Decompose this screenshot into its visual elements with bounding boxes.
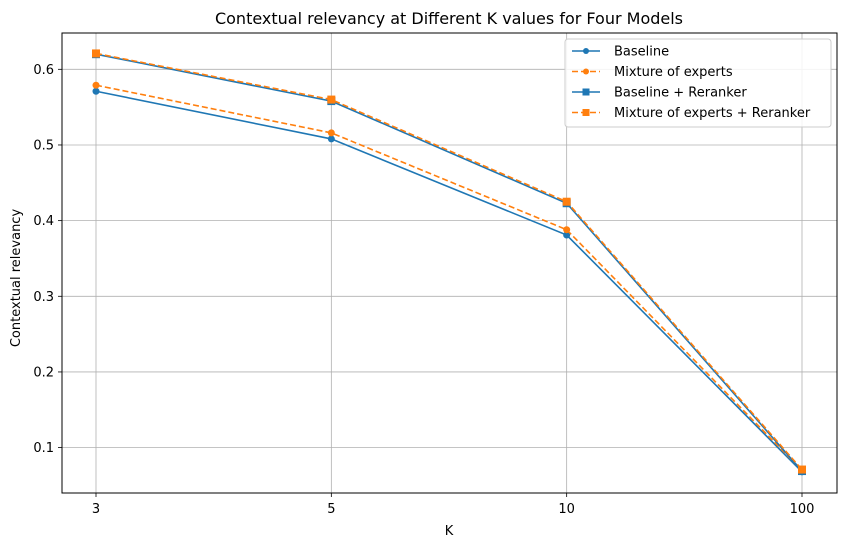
series-4 (92, 49, 806, 474)
legend-item: Baseline (572, 45, 669, 60)
data-point (563, 226, 571, 234)
x-tick-label: 100 (790, 502, 815, 517)
series-line (95, 52, 803, 471)
series-line (95, 53, 803, 472)
y-tick-label: 0.1 (33, 441, 54, 456)
series-1 (92, 87, 806, 476)
data-point (92, 49, 100, 58)
chart-title: Contextual relevancy at Different K valu… (215, 9, 683, 28)
data-point (92, 87, 100, 95)
legend-item: Mixture of experts (572, 65, 733, 80)
legend: Baseline Mixture of experts Baseline + Rer… (564, 38, 832, 128)
x-tick-label: 10 (558, 502, 575, 517)
series-line (95, 84, 803, 471)
data-point (327, 135, 335, 143)
legend-label: Mixture of experts (614, 65, 733, 80)
legend-item: Mixture of experts + Reranker (572, 106, 811, 121)
legend-item: Baseline + Reranker (572, 86, 747, 101)
data-point (92, 81, 100, 89)
y-tick-label: 0.3 (33, 290, 54, 305)
series-line (95, 90, 803, 473)
data-point (798, 465, 806, 474)
legend-frame (564, 38, 832, 128)
axis-ticks: 3 5 10 100 0.1 0.2 0.3 0.4 0.5 0.6 (33, 63, 814, 517)
y-tick-label: 0.5 (33, 138, 54, 153)
legend-marker (582, 109, 590, 116)
x-tick-label: 5 (327, 502, 335, 517)
legend-marker (582, 88, 590, 96)
y-axis-label: Contextual relevancy (9, 209, 24, 348)
data-point (327, 95, 336, 104)
plot-series (92, 49, 806, 476)
data-point (562, 197, 571, 206)
x-tick-label: 3 (92, 502, 100, 517)
x-axis-label: K (445, 524, 454, 539)
legend-marker (583, 68, 589, 75)
series-2 (92, 81, 806, 474)
legend-label: Baseline (614, 45, 669, 60)
data-point (563, 231, 571, 239)
legend-label: Mixture of experts + Reranker (614, 106, 811, 121)
legend-label: Baseline + Reranker (614, 86, 747, 101)
y-tick-label: 0.4 (33, 214, 54, 229)
legend-marker (583, 48, 589, 54)
y-tick-label: 0.6 (33, 63, 54, 78)
plot-frame (61, 32, 838, 494)
data-point (327, 129, 335, 137)
y-tick-label: 0.2 (33, 365, 54, 380)
